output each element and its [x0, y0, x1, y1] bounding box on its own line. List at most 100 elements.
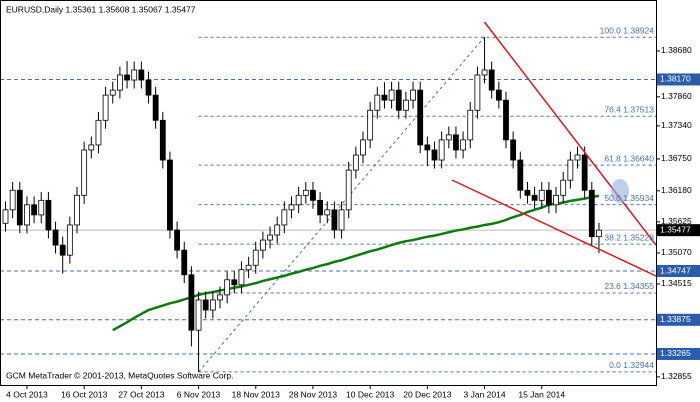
candle-body: [546, 189, 552, 206]
over-layer: 1.38680 1.37860 1.37340 1.36750 1.36180 1.356…: [6, 26, 700, 399]
candle-body: [445, 134, 452, 141]
highlight: [611, 179, 629, 203]
price-box: [657, 73, 700, 86]
candle-body: [588, 189, 595, 238]
copyright: GCM MetaTrader © 2001-2013, MetaQuotes S…: [6, 370, 234, 380]
candle-body: [295, 194, 302, 206]
candle-body: [374, 94, 381, 111]
y-tick-label: 1.35625: [661, 216, 692, 226]
plot-frame: [0, 0, 657, 386]
trend-line: [451, 179, 657, 277]
candle-body: [517, 159, 524, 191]
x-tick-label: 3 Jan 2014: [464, 389, 506, 399]
candle-body: [352, 154, 359, 171]
candle-body: [24, 204, 30, 226]
candle-body: [438, 139, 445, 161]
candle-body: [388, 89, 395, 101]
x-tick-label: 6 Nov 2013: [177, 389, 221, 399]
trend-line: [483, 21, 657, 246]
candle-body: [538, 189, 545, 201]
candle-body: [174, 229, 181, 251]
fib-label: 100.0 1.38924: [600, 26, 655, 36]
candle-body: [102, 94, 109, 121]
y-tick-label: 1.35070: [661, 247, 692, 257]
candle-body: [274, 224, 281, 236]
candle-body: [531, 194, 538, 201]
candle-body: [360, 139, 366, 156]
candle-body: [381, 94, 388, 101]
candle-body: [202, 299, 209, 311]
candle-body: [66, 224, 73, 256]
candle-body: [338, 209, 345, 231]
candle-body: [138, 69, 145, 81]
candle-body: [181, 249, 188, 276]
candle-body: [503, 99, 509, 141]
candle-body: [74, 194, 80, 226]
candle-body: [145, 79, 152, 96]
candle-body: [324, 209, 331, 216]
candle-body: [460, 139, 467, 151]
candle-body: [209, 299, 216, 311]
candle-body: [331, 209, 338, 231]
y-tick-label: 1.36180: [661, 185, 692, 195]
candle-body: [317, 199, 324, 216]
y-tick-label: 1.37860: [661, 91, 692, 101]
candle-body: [2, 209, 9, 224]
current-price-box: [657, 224, 700, 237]
candle-body: [417, 89, 424, 146]
current-price-label: 1.35477: [660, 224, 691, 234]
candle-body: [553, 194, 559, 206]
candle-body: [596, 229, 602, 238]
fib-label: 61.8 1.36640: [604, 153, 654, 163]
fib-diagonal: [198, 36, 485, 373]
x-tick-label: 18 Nov 2013: [232, 389, 280, 399]
y-tick-label: 1.36750: [661, 153, 692, 163]
candle-body: [345, 169, 352, 211]
candle-body: [524, 189, 531, 196]
candle-body: [302, 189, 309, 196]
x-tick-label: 10 Dec 2013: [346, 389, 394, 399]
candle-body: [510, 139, 517, 161]
fib-label: 38.2 1.35228: [604, 232, 654, 242]
candle-body: [124, 74, 130, 81]
candle-body: [453, 134, 459, 151]
candle-body: [567, 159, 574, 181]
candle-body: [424, 144, 431, 151]
y-tick-label: 1.37340: [661, 120, 692, 130]
candle-body: [224, 279, 231, 296]
candle-body: [159, 119, 166, 161]
price-label: 1.33265: [660, 348, 691, 358]
candle-body: [217, 294, 223, 301]
candle-body: [238, 269, 245, 286]
x-tick-label: 16 Oct 2013: [61, 389, 108, 399]
candle-body: [81, 149, 88, 196]
candle-body: [267, 234, 273, 241]
candle-body: [117, 74, 123, 91]
price-label: 1.34747: [660, 265, 691, 275]
candle-body: [231, 279, 238, 286]
x-tick-label: 15 Jan 2014: [518, 389, 565, 399]
candle-body: [131, 69, 138, 81]
candle-body: [95, 119, 102, 146]
candle-body: [431, 149, 438, 161]
fib-label: 76.4 1.37513: [604, 104, 654, 114]
candle-body: [481, 69, 488, 76]
y-tick-label: 1.32855: [661, 371, 692, 381]
candle-body: [88, 144, 95, 151]
candle-body: [188, 274, 195, 331]
candle-body: [495, 89, 502, 101]
candle-body: [467, 109, 474, 141]
price-box: [657, 313, 700, 326]
candle-body: [38, 199, 45, 216]
y-tick-label: 1.34515: [661, 278, 692, 288]
candle-body: [109, 89, 116, 96]
candle-body: [16, 189, 23, 226]
price-label: 1.38170: [660, 74, 691, 84]
candle-body: [574, 154, 581, 161]
candle-body: [474, 74, 481, 111]
candle-body: [9, 189, 16, 211]
candle-body: [288, 204, 295, 211]
chart-title: EURUSD,Daily 1.35361 1.35608 1.35067 1.3…: [6, 4, 196, 14]
